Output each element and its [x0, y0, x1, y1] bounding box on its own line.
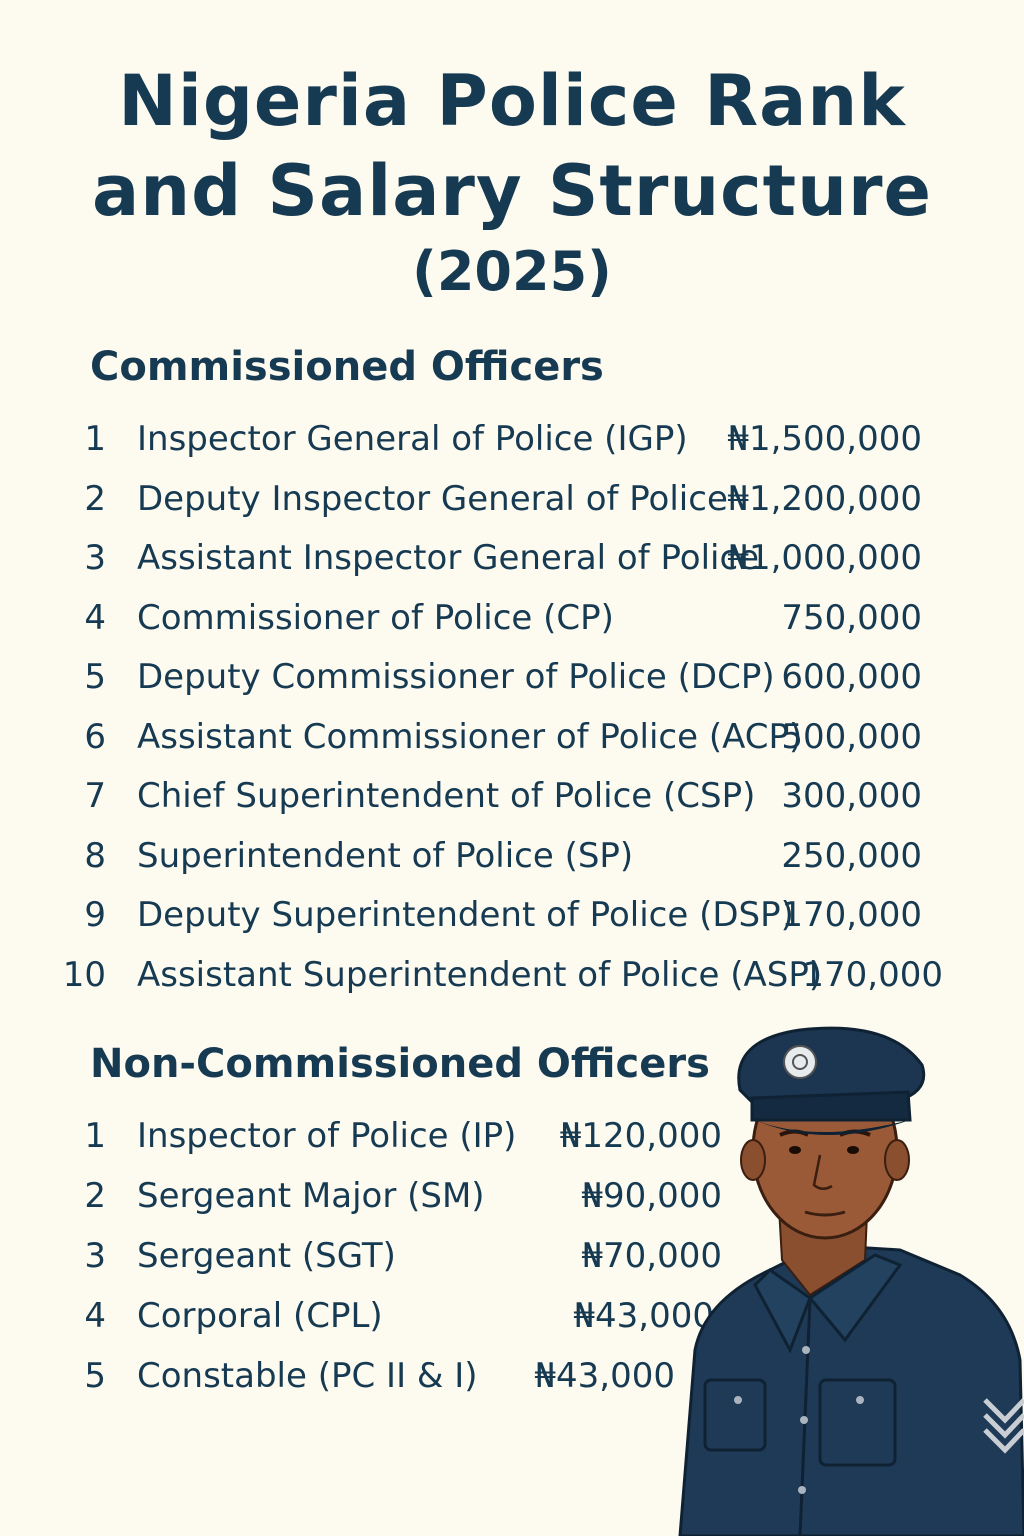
rank-row: 10 Assistant Superintendent of Police (AS… [0, 950, 1024, 1000]
rank-name: Deputy Commissioner of Police (DCP) [137, 657, 775, 697]
salary-amount: ₦90,000 [581, 1176, 722, 1216]
rank-row: 6 Assistant Commissioner of Police (ACP) 5… [0, 712, 1024, 762]
rank-row: 1 Inspector of Police (IP) ₦120,000 [0, 1111, 1024, 1161]
rank-number: 7 [84, 776, 106, 816]
police-officer-illustration [678, 1026, 1024, 1536]
rank-name: Chief Superintendent of Police (CSP) [137, 776, 756, 816]
rank-name: Inspector General of Police (IGP) [137, 419, 688, 459]
rank-row: 2 Sergeant Major (SM) ₦90,000 [0, 1171, 1024, 1221]
rank-name: Sergeant Major (SM) [137, 1176, 485, 1216]
rank-name: Assistant Commissioner of Police (ACP) [137, 716, 803, 757]
rank-number: 4 [84, 1296, 106, 1336]
title-line-2: and Salary Structure [92, 150, 932, 232]
salary-amount: ₦43,000 [534, 1356, 675, 1396]
non-commissioned-heading: Non-Commissioned Officers [90, 1041, 710, 1087]
rank-number: 5 [84, 657, 106, 697]
salary-amount: 250,000 [781, 835, 922, 876]
rank-row: 2 Deputy Inspector General of Police ₦1,20… [0, 474, 1024, 524]
title-line-1: Nigeria Police Rank [118, 60, 906, 142]
rank-name: Sergeant (SGT) [137, 1236, 396, 1276]
salary-amount: 500,000 [781, 716, 922, 757]
title-year: (2025) [412, 240, 612, 303]
salary-amount: ₦1,200,000 [727, 478, 922, 519]
rank-number: 9 [84, 895, 106, 935]
rank-name: Constable (PC II & I) [137, 1356, 478, 1396]
rank-number: 2 [84, 478, 106, 519]
rank-number: 8 [84, 835, 106, 876]
rank-row: 3 Sergeant (SGT) ₦70,000 [0, 1231, 1024, 1281]
salary-amount: ₦43,000 [573, 1296, 714, 1336]
salary-amount: ₦120,000 [559, 1116, 722, 1156]
salary-amount: 750,000 [781, 597, 922, 638]
rank-row: 5 Deputy Commissioner of Police (DCP) 600,… [0, 652, 1024, 702]
rank-name: Commissioner of Police (CP) [137, 597, 614, 638]
rank-number: 1 [84, 419, 106, 459]
rank-number: 10 [62, 954, 106, 995]
rank-row: 4 Commissioner of Police (CP) 750,000 [0, 593, 1024, 643]
rank-row: 9 Deputy Superintendent of Police (DSP) 17… [0, 890, 1024, 940]
rank-row: 8 Superintendent of Police (SP) 250,000 [0, 831, 1024, 881]
rank-number: 2 [84, 1176, 106, 1216]
rank-name: Corporal (CPL) [137, 1296, 383, 1336]
rank-number: 5 [84, 1356, 106, 1396]
commissioned-heading: Commissioned Officers [90, 344, 604, 390]
rank-number: 3 [84, 538, 106, 578]
cap-badge-icon [783, 1045, 817, 1079]
rank-number: 6 [84, 716, 106, 757]
rank-number: 3 [84, 1236, 106, 1276]
rank-number: 4 [84, 597, 106, 638]
rank-name: Assistant Inspector General of Police [137, 538, 760, 578]
rank-row: 1 Inspector General of Police (IGP) ₦1,500… [0, 414, 1024, 464]
salary-amount: 170,000 [802, 954, 943, 995]
rank-row: 3 Assistant Inspector General of Police ₦1… [0, 533, 1024, 583]
rank-name: Deputy Superintendent of Police (DSP) [137, 895, 794, 935]
salary-amount: 600,000 [781, 657, 922, 697]
salary-amount: ₦70,000 [581, 1236, 722, 1276]
rank-name: Assistant Superintendent of Police (ASP) [137, 954, 823, 995]
rank-name: Inspector of Police (IP) [137, 1116, 517, 1156]
rank-number: 1 [84, 1116, 106, 1156]
salary-amount: ₦1,500,000 [727, 419, 922, 459]
rank-row: 4 Corporal (CPL) ₦43,000 [0, 1291, 1024, 1341]
salary-amount: 170,000 [781, 895, 922, 935]
rank-name: Superintendent of Police (SP) [137, 835, 634, 876]
salary-amount: 300,000 [781, 776, 922, 816]
rank-row: 5 Constable (PC II & I) ₦43,000 [0, 1351, 1024, 1401]
rank-row: 7 Chief Superintendent of Police (CSP) 300… [0, 771, 1024, 821]
chevron-rank-icon [983, 1398, 1024, 1454]
rank-name: Deputy Inspector General of Police [137, 478, 728, 519]
salary-amount: ₦1,000,000 [727, 538, 922, 578]
